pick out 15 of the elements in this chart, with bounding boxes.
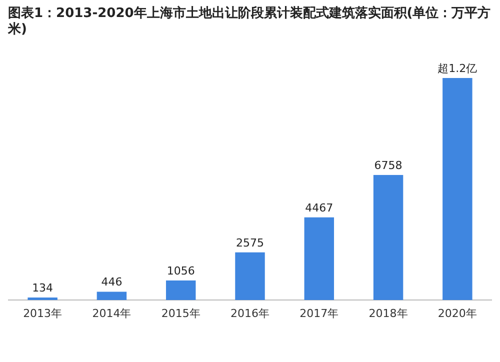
data-label: 134 — [32, 282, 54, 295]
x-tick-label: 2013年 — [23, 307, 62, 320]
x-tick-label: 2014年 — [92, 307, 132, 320]
x-tick-label: 2015年 — [161, 307, 200, 320]
data-label: 超1.2亿 — [438, 62, 478, 75]
x-tick-label: 2016年 — [230, 307, 270, 320]
data-label: 2575 — [236, 236, 264, 250]
data-label: 4467 — [305, 201, 334, 214]
x-tick-label: 2017年 — [300, 307, 339, 320]
chart-title: 图表1：2013-2020年上海市土地出让阶段累计装配式建筑落实面积(单位：万平方米) — [8, 6, 492, 38]
x-tick-label: 2018年 — [368, 307, 408, 320]
x-tick-label: 2020年 — [438, 307, 477, 320]
data-label: 1056 — [166, 264, 195, 278]
data-label: 446 — [101, 276, 122, 289]
data-label: 6758 — [374, 158, 402, 172]
